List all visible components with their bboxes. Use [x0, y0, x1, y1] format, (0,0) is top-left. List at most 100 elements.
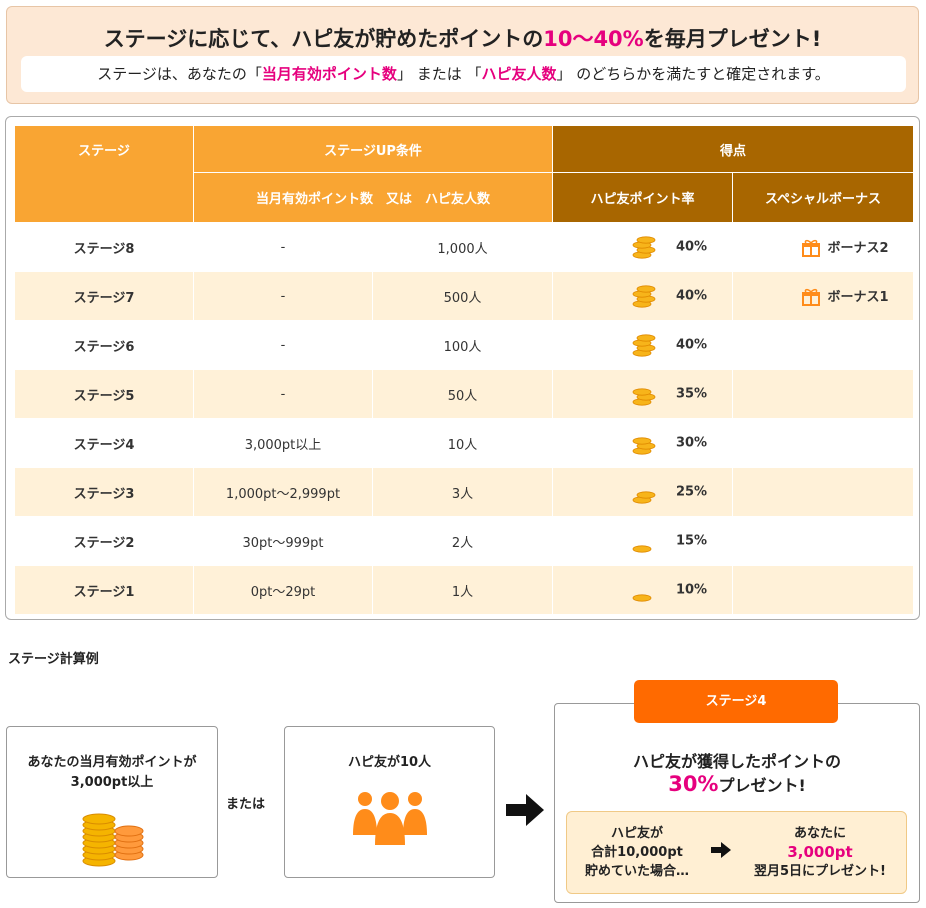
- stage-rate: 25%: [675, 484, 708, 500]
- banner-title-text: ステージに応じて、ハピ友が貯めたポイントの: [103, 27, 544, 51]
- header-rate: ハピ友ポイント率: [552, 172, 734, 223]
- stage-friends-condition: 100人: [371, 320, 554, 370]
- arrow-right-icon: [711, 842, 731, 858]
- stage-points-condition: 30pt〜999pt: [193, 516, 373, 566]
- header-bonus: スペシャルボーナス: [732, 172, 915, 223]
- stage-rate: 40%: [675, 239, 708, 255]
- example-points-line1: あなたの当月有効ポイントが: [27, 755, 197, 770]
- stage-points-condition: -: [193, 271, 373, 321]
- stage-rate: 30%: [675, 435, 708, 451]
- result-percent: 30%: [668, 772, 719, 796]
- stage-friends-condition: 2人: [371, 516, 554, 566]
- coin-stack-icon: [632, 388, 656, 406]
- stage-points-condition: -: [193, 320, 373, 370]
- stage-friends-condition: 500人: [371, 271, 554, 321]
- table-row: ステージ1 0pt〜29pt 1人 10%: [14, 565, 915, 615]
- stage-bonus-cell: [732, 320, 915, 370]
- table-row: ステージ4 3,000pt以上 10人 30%: [14, 418, 915, 468]
- detail-right-line3: 翌月5日にプレゼント!: [754, 864, 886, 879]
- detail-right-amount: 3,000pt: [787, 843, 853, 861]
- stage-bonus-cell: [732, 516, 915, 566]
- table-row: ステージ7-500人 40% ボーナス1: [14, 271, 915, 321]
- detail-left-line3: 貯めていた場合…: [584, 864, 689, 879]
- stage-table: ステージ ステージUP条件 得点 当月有効ポイント数 又は ハピ友人数 ハピ友ポ…: [14, 125, 915, 615]
- or-label: または: [226, 797, 266, 812]
- arrow-right-icon: [506, 794, 544, 826]
- stage-friends-condition: 1人: [371, 565, 554, 615]
- example-points-box: あなたの当月有効ポイントが 3,000pt以上: [6, 726, 218, 878]
- example-points-text: あなたの当月有効ポイントが 3,000pt以上: [7, 753, 217, 793]
- stage-name: ステージ3: [14, 467, 194, 517]
- example-friends-text: ハピ友が10人: [285, 753, 494, 773]
- stage-rate-cell: 30%: [552, 418, 734, 468]
- example-title: ステージ計算例: [8, 652, 99, 667]
- stage-rate-cell: 35%: [552, 369, 734, 419]
- stage-table-panel: ステージ ステージUP条件 得点 当月有効ポイント数 又は ハピ友人数 ハピ友ポ…: [5, 116, 920, 620]
- detail-right-line1: あなたに: [793, 826, 846, 841]
- example-friends-box: ハピ友が10人: [284, 726, 495, 878]
- stage-rate: 40%: [675, 337, 708, 353]
- header-condition-sub: 当月有効ポイント数 又は ハピ友人数: [192, 172, 554, 223]
- coin-stack-icon: [632, 334, 656, 357]
- stage-name: ステージ5: [14, 369, 194, 419]
- stage-name: ステージ8: [14, 222, 194, 272]
- coin-stack-icon: [632, 594, 652, 602]
- header-banner: ステージに応じて、ハピ友が貯めたポイントの10〜40%を毎月プレゼント! ステー…: [6, 6, 919, 104]
- table-row: ステージ6-100人 40%: [14, 320, 915, 370]
- table-row: ステージ5-50人 35%: [14, 369, 915, 419]
- stage-friends-condition: 10人: [371, 418, 554, 468]
- example-friends-line1: ハピ友が10人: [347, 755, 432, 770]
- banner-sub-highlight1: 当月有効ポイント数: [261, 65, 397, 83]
- stage-name: ステージ6: [14, 320, 194, 370]
- stage-points-condition: -: [193, 222, 373, 272]
- coin-stack-icon: [632, 285, 656, 308]
- stage-bonus: ボーナス1: [827, 289, 889, 305]
- stage-bonus-cell: [732, 467, 915, 517]
- coin-stack-icon: [632, 236, 656, 259]
- example-points-line2: 3,000pt以上: [70, 775, 154, 790]
- stage-points-condition: -: [193, 369, 373, 419]
- people-icon: [353, 792, 427, 845]
- table-row: ステージ3 1,000pt〜2,999pt 3人 25%: [14, 467, 915, 517]
- stage-rate: 10%: [675, 582, 708, 598]
- banner-sub-text1: ステージは、あなたの「: [97, 65, 262, 83]
- stage-rate-cell: 10%: [552, 565, 734, 615]
- coin-stack-icon: [82, 813, 144, 867]
- header-score: 得点: [552, 125, 915, 173]
- result-detail-right: あなたに 3,000pt 翌月5日にプレゼント!: [735, 824, 905, 881]
- stage-rate: 40%: [675, 288, 708, 304]
- gift-icon: [801, 240, 820, 258]
- result-line2: 30%プレゼント!: [554, 772, 920, 796]
- stage-bonus-cell: [732, 418, 915, 468]
- stage-friends-condition: 3人: [371, 467, 554, 517]
- stage-bonus-cell: ボーナス1: [732, 271, 915, 321]
- banner-title: ステージに応じて、ハピ友が貯めたポイントの10〜40%を毎月プレゼント!: [7, 23, 918, 53]
- banner-subtitle: ステージは、あなたの「当月有効ポイント数」 または 「ハピ友人数」 のどちらかを…: [21, 56, 906, 92]
- table-row: ステージ2 30pt〜999pt 2人 15%: [14, 516, 915, 566]
- stage-rate-cell: 40%: [552, 320, 734, 370]
- result-suffix: プレゼント!: [718, 776, 806, 795]
- result-detail-left: ハピ友が 合計10,000pt 貯めていた場合…: [567, 824, 707, 881]
- stage-name: ステージ4: [14, 418, 194, 468]
- table-row: ステージ8-1,000人 40% ボーナス2: [14, 222, 915, 272]
- stage-rate-cell: 40%: [552, 271, 734, 321]
- stage-bonus-cell: ボーナス2: [732, 222, 915, 272]
- coin-stack-icon: [632, 545, 652, 553]
- stage-name: ステージ2: [14, 516, 194, 566]
- stage-rate-cell: 25%: [552, 467, 734, 517]
- stage-bonus: ボーナス2: [827, 240, 889, 256]
- stage-bonus-cell: [732, 565, 915, 615]
- stage-tag: ステージ4: [634, 680, 838, 723]
- stage-points-condition: 0pt〜29pt: [193, 565, 373, 615]
- stage-rate-cell: 40%: [552, 222, 734, 272]
- banner-title-highlight: 10〜40%: [543, 27, 644, 51]
- stage-points-condition: 3,000pt以上: [193, 418, 373, 468]
- stage-points-condition: 1,000pt〜2,999pt: [193, 467, 373, 517]
- header-stage: ステージ: [14, 125, 194, 223]
- coin-stack-icon: [632, 491, 656, 504]
- coin-stack-icon: [632, 437, 656, 455]
- header-condition: ステージUP条件: [192, 125, 554, 173]
- stage-name: ステージ1: [14, 565, 194, 615]
- result-detail-box: ハピ友が 合計10,000pt 貯めていた場合… あなたに 3,000pt 翌月…: [566, 811, 907, 894]
- stage-friends-condition: 1,000人: [371, 222, 554, 272]
